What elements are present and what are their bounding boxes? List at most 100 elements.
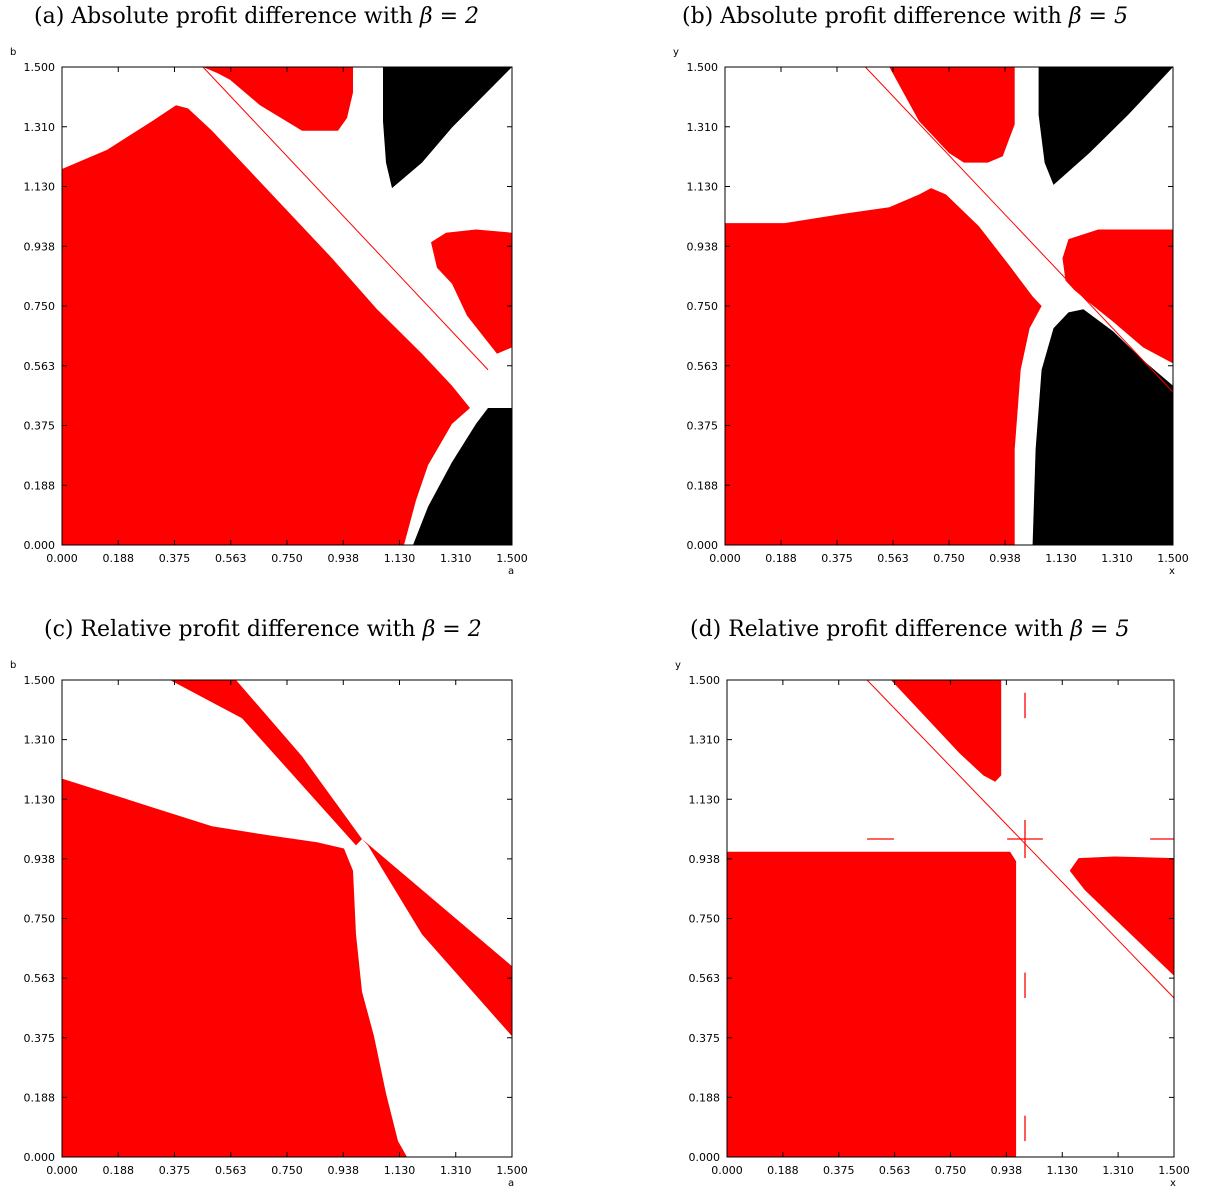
x-tick-label: 0.375 xyxy=(159,1164,191,1177)
x-tick-label: 1.310 xyxy=(440,552,472,565)
x-tick-label: 0.750 xyxy=(933,552,965,565)
plot-regions xyxy=(62,680,512,1157)
separatrix-line-0 xyxy=(865,67,1173,393)
y-tick-label: 1.310 xyxy=(24,121,56,134)
x-tick-label: 0.563 xyxy=(877,552,909,565)
y-tick-label: 0.563 xyxy=(24,972,56,985)
region-red-0 xyxy=(727,851,1017,1157)
region-red-1 xyxy=(889,67,1015,163)
y-axis-label: b xyxy=(10,47,16,58)
y-tick-label: 1.500 xyxy=(24,61,56,74)
region-red-1 xyxy=(890,680,1002,782)
x-tick-label: 0.188 xyxy=(103,1164,135,1177)
plot-regions xyxy=(725,67,1173,545)
x-tick-label: 1.310 xyxy=(1101,552,1133,565)
x-tick-label: 0.938 xyxy=(328,552,360,565)
panel-d-title: (d) Relative profit difference with β = … xyxy=(690,617,1129,642)
y-tick-label: 1.500 xyxy=(24,674,56,687)
panel-b-title-text: (b) Absolute profit difference with xyxy=(682,4,1069,29)
y-tick-label: 0.000 xyxy=(689,1151,721,1164)
x-tick-label: 0.375 xyxy=(823,1164,855,1177)
region-red-3 xyxy=(1062,229,1173,364)
x-tick-label: 0.000 xyxy=(46,552,78,565)
panel-d-title-math: β = 5 xyxy=(1070,617,1130,642)
x-tick-label: 1.130 xyxy=(1047,1164,1079,1177)
y-tick-label: 0.375 xyxy=(689,1032,721,1045)
x-tick-label: 0.000 xyxy=(709,552,741,565)
panel-a-title: (a) Absolute profit difference with β = … xyxy=(34,4,479,29)
y-tick-label: 0.750 xyxy=(24,913,56,926)
y-tick-label: 0.000 xyxy=(24,539,56,552)
region-black-2 xyxy=(383,67,512,189)
x-tick-label: 1.310 xyxy=(1102,1164,1134,1177)
region-red-1 xyxy=(170,680,362,846)
x-tick-label: 1.500 xyxy=(1157,552,1189,565)
y-tick-label: 0.563 xyxy=(687,360,719,373)
region-red-0 xyxy=(62,105,470,545)
panel-a-title-text: (a) Absolute profit difference with xyxy=(34,4,420,29)
panel-c: (c) Relative profit difference with β = … xyxy=(0,599,605,1198)
y-axis-label: y xyxy=(675,660,681,671)
y-tick-label: 0.938 xyxy=(24,853,56,866)
x-tick-label: 1.130 xyxy=(384,552,416,565)
y-tick-label: 1.500 xyxy=(687,61,719,74)
region-black-2 xyxy=(1038,67,1173,185)
x-tick-label: 0.375 xyxy=(821,552,853,565)
x-tick-label: 0.000 xyxy=(711,1164,743,1177)
panel-d-title-text: (d) Relative profit difference with xyxy=(690,617,1071,642)
chart-d: 0.000 0.188 0.375 0.563 0.750 0.938 1.130 1.310… xyxy=(675,660,1190,1189)
region-red-0 xyxy=(725,188,1042,545)
x-tick-label: 0.188 xyxy=(103,552,135,565)
region-red-1 xyxy=(203,67,353,131)
x-tick-label: 0.750 xyxy=(935,1164,967,1177)
x-tick-label: 1.130 xyxy=(384,1164,416,1177)
panel-c-title-math: β = 2 xyxy=(422,617,482,642)
x-axis-label: x xyxy=(1170,1178,1176,1189)
x-tick-label: 0.938 xyxy=(991,1164,1023,1177)
panel-b: (b) Absolute profit difference with β = … xyxy=(605,0,1210,599)
y-tick-label: 0.750 xyxy=(689,913,721,926)
y-tick-label: 1.310 xyxy=(687,121,719,134)
x-tick-label: 0.000 xyxy=(46,1164,78,1177)
x-tick-label: 0.563 xyxy=(215,1164,247,1177)
y-tick-label: 0.563 xyxy=(689,972,721,985)
panel-b-title: (b) Absolute profit difference with β = … xyxy=(682,4,1128,29)
x-axis-label: a xyxy=(508,566,514,577)
y-axis-label: b xyxy=(10,660,16,671)
x-tick-label: 1.500 xyxy=(1158,1164,1190,1177)
region-red-2 xyxy=(362,839,512,1037)
panel-d: (d) Relative profit difference with β = … xyxy=(605,599,1210,1198)
x-tick-label: 1.500 xyxy=(496,552,528,565)
x-axis-label: a xyxy=(508,1178,514,1189)
x-tick-label: 1.130 xyxy=(1045,552,1077,565)
region-red-2 xyxy=(1069,856,1174,976)
y-tick-label: 0.188 xyxy=(24,479,56,492)
x-tick-label: 0.188 xyxy=(765,552,797,565)
x-tick-label: 0.750 xyxy=(271,1164,303,1177)
chart-b: 0.000 0.188 0.375 0.563 0.750 0.938 1.130 1.310… xyxy=(673,47,1189,577)
y-tick-label: 1.500 xyxy=(689,674,721,687)
y-tick-label: 0.375 xyxy=(687,420,719,433)
panel-c-title-text: (c) Relative profit difference with xyxy=(44,617,423,642)
x-tick-label: 0.938 xyxy=(989,552,1021,565)
x-tick-label: 0.188 xyxy=(767,1164,799,1177)
chart-a: 0.000 0.188 0.375 0.563 0.750 0.938 1.130 1.310… xyxy=(10,47,528,577)
x-tick-label: 0.563 xyxy=(879,1164,911,1177)
y-axis-label: y xyxy=(673,47,679,58)
region-red-0 xyxy=(62,778,407,1157)
panel-b-title-math: β = 5 xyxy=(1068,4,1128,29)
y-tick-label: 0.375 xyxy=(24,1032,56,1045)
x-tick-label: 0.750 xyxy=(271,552,303,565)
y-tick-label: 1.130 xyxy=(689,793,721,806)
y-tick-label: 0.000 xyxy=(687,539,719,552)
panel-a: (a) Absolute profit difference with β = … xyxy=(0,0,605,599)
y-tick-label: 0.188 xyxy=(689,1091,721,1104)
y-tick-label: 0.938 xyxy=(24,240,56,253)
x-tick-label: 0.375 xyxy=(159,552,191,565)
separatrix-line-0 xyxy=(202,67,489,371)
y-tick-label: 0.188 xyxy=(24,1091,56,1104)
plot-regions xyxy=(727,680,1174,1157)
region-red-3 xyxy=(431,229,512,354)
region-black-4 xyxy=(1032,309,1173,545)
chart-c: 0.000 0.188 0.375 0.563 0.750 0.938 1.130 1.310… xyxy=(10,660,528,1189)
